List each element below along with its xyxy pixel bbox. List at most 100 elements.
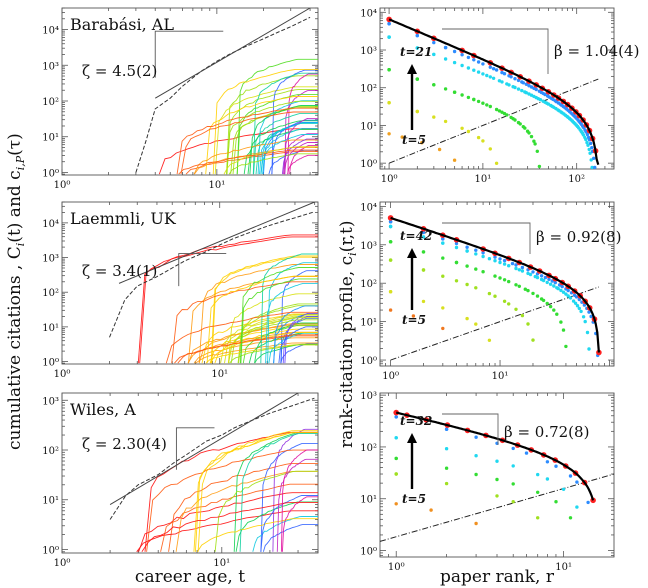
rank-citation-point bbox=[585, 330, 590, 335]
rank-citation-point bbox=[513, 118, 517, 122]
paper-citation-curve bbox=[260, 253, 318, 364]
t-high-label: t=21 bbox=[400, 45, 432, 59]
paper-citation-curve bbox=[267, 262, 318, 364]
paper-citation-curve bbox=[230, 107, 318, 175]
rank-citation-point bbox=[487, 291, 492, 296]
plot-frame bbox=[61, 392, 319, 554]
rank-citation-point bbox=[545, 477, 550, 481]
rank-citation-point bbox=[590, 146, 594, 150]
rank-citation-point bbox=[532, 139, 536, 143]
paper-citation-curve bbox=[214, 470, 318, 552]
rank-citation-point bbox=[545, 301, 549, 306]
x-tick-label: 10⁰ bbox=[381, 174, 398, 185]
plot-area bbox=[109, 202, 318, 364]
rank-citation-point bbox=[460, 126, 464, 130]
rank-citation-point bbox=[394, 502, 398, 506]
rank-citation-point bbox=[548, 282, 553, 286]
rank-citation-point bbox=[536, 472, 540, 477]
rank-citation-point bbox=[574, 295, 579, 299]
beta-annotation: β = 0.92(8) bbox=[536, 228, 621, 246]
paper-citation-curve bbox=[254, 343, 318, 364]
rank-citation-point bbox=[577, 306, 581, 311]
rank-citation-point bbox=[502, 72, 507, 76]
rank-citation-point bbox=[535, 149, 539, 153]
rank-citation-point bbox=[387, 132, 391, 136]
rank-citation-point bbox=[485, 73, 489, 78]
rank-citation-point bbox=[517, 284, 521, 288]
paper-citation-curve bbox=[284, 142, 318, 175]
rank-citation-point bbox=[561, 487, 566, 491]
rank-citation-point bbox=[511, 482, 515, 486]
y-tick-label: 10⁰ bbox=[360, 547, 377, 558]
rank-citation-point bbox=[513, 77, 517, 81]
paper-citation-curve bbox=[139, 236, 318, 364]
paper-citation-curve bbox=[136, 510, 318, 553]
axis-label-part: i bbox=[14, 243, 27, 247]
paper-citation-curve bbox=[240, 278, 318, 364]
paper-citation-curve bbox=[273, 305, 318, 364]
rank-citation-point bbox=[495, 459, 499, 463]
rank-citation-point bbox=[441, 326, 445, 331]
paper-citation-curve bbox=[206, 275, 318, 364]
zipf-fit-curve bbox=[395, 411, 595, 501]
plot-frame bbox=[61, 7, 319, 176]
rank-citation-point bbox=[387, 22, 391, 26]
rank-citation-point bbox=[498, 276, 502, 280]
rank-citation-point bbox=[577, 297, 581, 302]
rank-citation-point bbox=[452, 90, 457, 94]
rank-citation-point bbox=[585, 132, 590, 137]
rank-citation-point bbox=[541, 298, 546, 303]
t-high-label: t=42 bbox=[400, 229, 432, 243]
rank-citation-point bbox=[552, 284, 556, 288]
y-tick-label: 10² bbox=[42, 288, 59, 299]
rank-citation-point bbox=[514, 307, 518, 311]
y-tick-label: 10¹ bbox=[360, 318, 377, 329]
rank-citation-point bbox=[531, 270, 535, 274]
rank-citation-point bbox=[444, 466, 449, 470]
rank-citation-point bbox=[511, 500, 515, 504]
rank-citation-point bbox=[498, 260, 502, 265]
paper-citation-curve bbox=[194, 430, 318, 552]
rank-citation-point bbox=[387, 68, 391, 72]
rank-citation-point bbox=[400, 135, 404, 139]
rank-citation-point bbox=[528, 272, 533, 277]
paper-citation-curve bbox=[212, 68, 318, 175]
rank-citation-point bbox=[415, 77, 419, 81]
paper-citation-curve bbox=[252, 72, 318, 175]
t-low-label: t=5 bbox=[402, 313, 426, 327]
rank-citation-point bbox=[421, 299, 426, 304]
paper-citation-curve bbox=[193, 139, 318, 175]
rank-citation-point bbox=[527, 84, 531, 88]
rank-citation-point bbox=[498, 257, 502, 261]
panel-title: Barabási, AL bbox=[70, 15, 174, 34]
rank-citation-point bbox=[524, 451, 529, 455]
y-tick-label: 10¹ bbox=[42, 496, 59, 507]
rank-citation-point bbox=[474, 286, 478, 290]
slope-guide-line bbox=[154, 8, 311, 99]
rank-panel-3: 10⁰ 10¹ 10⁰ 10¹ 10² 10³ β = 0.72(8) t=32 t=5 bbox=[360, 391, 615, 573]
zeta-bracket bbox=[154, 30, 224, 78]
rank-citation-point bbox=[452, 158, 457, 162]
rank-citation-point bbox=[529, 134, 534, 139]
paper-citation-curve bbox=[287, 154, 318, 175]
paper-citation-curve bbox=[228, 153, 318, 175]
rank-citation-point bbox=[587, 310, 591, 314]
rank-citation-point bbox=[581, 133, 586, 137]
rank-citation-point bbox=[511, 464, 515, 468]
x-tick-label: 10⁰ bbox=[388, 562, 405, 573]
paper-citation-curve bbox=[205, 96, 318, 175]
rank-citation-point bbox=[481, 254, 485, 259]
paper-citation-curve bbox=[226, 100, 318, 175]
rank-citation-point bbox=[520, 269, 525, 273]
t-low-label: t=5 bbox=[402, 492, 426, 506]
rank-citation-point bbox=[568, 516, 573, 520]
rank-citation-point bbox=[388, 240, 393, 244]
time-arrowhead bbox=[407, 433, 417, 443]
y-tick-label: 10⁴ bbox=[360, 8, 377, 19]
rank-citation-point bbox=[495, 477, 499, 482]
paper-citation-curve bbox=[210, 332, 318, 364]
paper-citation-curve bbox=[253, 112, 318, 175]
rank-citation-point bbox=[568, 296, 573, 300]
paper-citation-curve bbox=[178, 149, 318, 175]
